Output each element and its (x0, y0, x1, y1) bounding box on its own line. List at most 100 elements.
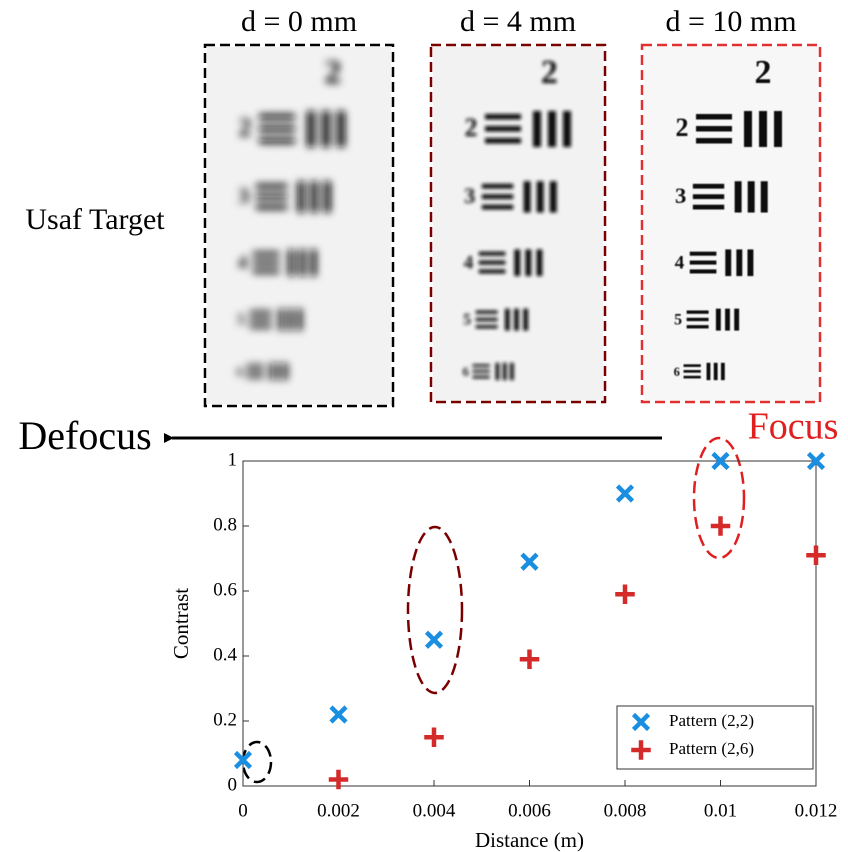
data-point (424, 727, 444, 747)
target-bar (536, 249, 543, 277)
target-bar (692, 183, 725, 189)
target-digit: 3 (675, 183, 686, 208)
target-digit: 6 (237, 365, 243, 379)
target-digit: 3 (464, 183, 475, 208)
target-bar (252, 251, 280, 256)
target-bar (485, 126, 521, 132)
target-bar (259, 114, 295, 120)
target-bar (246, 364, 264, 367)
y-tick-label: 1 (228, 449, 238, 470)
target-bar (475, 310, 498, 314)
target-bar (276, 362, 281, 381)
target-bar (686, 325, 709, 329)
target-bar (759, 111, 767, 147)
target-image (433, 47, 603, 400)
highlight-ellipse (241, 740, 273, 784)
panel-frame (429, 43, 607, 404)
target-bar (548, 111, 556, 147)
legend-label: Pattern (2,2) (669, 711, 754, 730)
target-bar (696, 126, 732, 132)
x-tick-label: 0.008 (604, 800, 647, 821)
x-tick-label: 0.01 (704, 800, 737, 821)
target-bar (297, 308, 303, 331)
target-bar (689, 269, 717, 274)
target-bar (475, 325, 498, 329)
target-bar (514, 249, 521, 277)
target-bar (686, 310, 709, 314)
target-bar (259, 126, 295, 132)
target-bar (255, 204, 288, 210)
target-bar (736, 249, 743, 277)
data-point (519, 649, 540, 669)
target-bar (689, 260, 717, 265)
target-bar (536, 181, 544, 213)
target-bar (683, 364, 701, 367)
y-tick-label: 0 (228, 774, 238, 795)
y-axis-label: Contrast (169, 588, 193, 659)
target-digit: 2 (676, 113, 689, 142)
y-tick-label: 0.2 (213, 709, 237, 730)
data-point (329, 705, 348, 724)
panel-label: d = 10 mm (665, 5, 796, 38)
x-tick-label: 0.002 (317, 800, 360, 821)
target-digit: 5 (674, 312, 682, 329)
data-point (328, 769, 349, 790)
target-pattern: 2 2 3 4 5 6 (674, 54, 782, 381)
x-tick-label: 0 (238, 800, 248, 821)
target-bar (472, 370, 490, 373)
target-bar (278, 308, 284, 331)
target-bar (692, 204, 725, 210)
target-digit: 4 (675, 252, 685, 273)
target-digit: 5 (463, 312, 471, 329)
target-bar (692, 194, 725, 200)
target-bar (495, 362, 500, 381)
target-bar (478, 260, 506, 265)
target-bar (706, 362, 711, 381)
target-digit: 4 (464, 252, 474, 273)
data-point (615, 484, 635, 503)
target-digit: 4 (238, 252, 248, 273)
target-bar (774, 111, 782, 147)
data-point (424, 630, 444, 649)
target-bar (525, 249, 532, 277)
target-digit: 2 (541, 54, 558, 91)
target-bar (246, 375, 264, 379)
target-digit: 3 (238, 183, 249, 208)
target-pattern: 2 2 3 4 5 6 (463, 54, 571, 381)
target-bar (478, 251, 506, 256)
target-bar (283, 362, 288, 381)
target-bar (249, 310, 272, 314)
y-tick-label: 0.8 (213, 514, 237, 535)
target-bar (734, 181, 742, 213)
target-bar (485, 114, 521, 120)
target-bar (686, 317, 709, 322)
data-point (615, 584, 635, 604)
target-bar (481, 204, 514, 210)
target-bar (523, 181, 531, 213)
target-bar (734, 308, 740, 331)
panel-label: d = 0 mm (241, 5, 357, 38)
target-bar (297, 181, 305, 213)
legend-marker (631, 740, 651, 760)
target-bar (288, 249, 295, 277)
target-bar (485, 138, 521, 144)
target-bar (760, 181, 768, 213)
target-bar (322, 111, 330, 147)
target-bar (299, 249, 306, 277)
target-bar (747, 181, 755, 213)
target-bar (720, 362, 725, 381)
target-digit: 5 (237, 312, 245, 329)
target-bar (323, 181, 331, 213)
target-bar (259, 138, 295, 144)
row-label: Usaf Target (25, 203, 165, 236)
target-bar (713, 362, 718, 381)
data-point (806, 451, 826, 471)
y-tick-label: 0.6 (213, 579, 237, 600)
target-digit: 2 (324, 54, 341, 91)
target-pattern: 2 2 3 4 5 6 (237, 54, 345, 381)
target-bar (249, 325, 272, 329)
x-axis-label: Distance (m) (475, 828, 584, 852)
target-bar (310, 249, 317, 277)
target-bar (255, 183, 288, 189)
